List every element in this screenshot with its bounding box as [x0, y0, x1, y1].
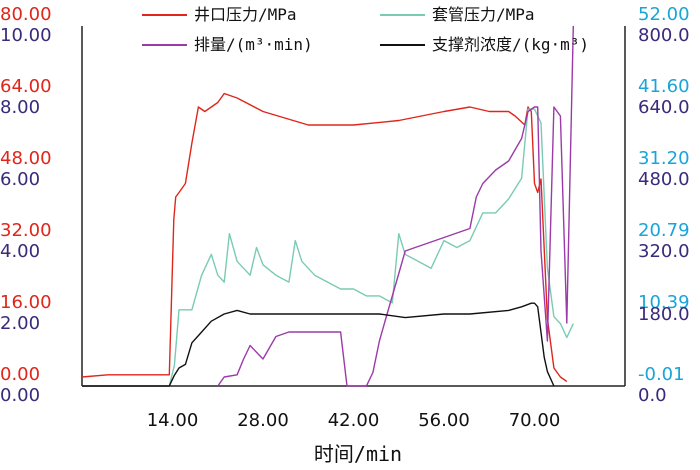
y-tick-label: 640.0: [638, 97, 690, 118]
y-tick-label: 20.79: [638, 220, 690, 241]
x-tick-label: 28.00: [237, 410, 289, 431]
y-tick-label: 320.0: [638, 241, 690, 262]
y-tick-label: 10.00: [0, 25, 52, 46]
y-tick-label: 0.00: [0, 385, 40, 406]
series-line: [82, 108, 574, 387]
axis-lines: [81, 26, 626, 387]
legend-label: 排量/(m³·min): [194, 35, 313, 54]
legend-label: 井口压力/MPa: [194, 5, 297, 24]
y-tick-label: 180.0: [638, 304, 690, 325]
y-tick-label: 10.39: [638, 292, 690, 313]
y-tick-label: 8.00: [0, 97, 40, 118]
y-tick-label: 6.00: [0, 169, 40, 190]
y-tick-label: 0.0: [638, 385, 667, 406]
x-tick-label: 14.00: [147, 410, 199, 431]
y-tick-label: 41.60: [638, 76, 690, 97]
y-tick-label: 32.00: [0, 220, 52, 241]
y-tick-label: 31.20: [638, 148, 690, 169]
x-tick-label: 56.00: [418, 410, 470, 431]
y-tick-label: 16.00: [0, 292, 52, 313]
x-tick-label: 70.00: [509, 410, 561, 431]
y-tick-label: 80.00: [0, 4, 52, 25]
y-tick-label: 48.00: [0, 148, 52, 169]
legend: 井口压力/MPa 套管压力/MPa 排量/(m³·min) 支撑剂浓度/(kg·m³): [142, 5, 589, 54]
series-line: [217, 25, 574, 387]
plot-series: [81, 25, 574, 387]
y-tick-label: -0.01: [638, 364, 685, 385]
y-tick-label: 52.00: [638, 4, 690, 25]
tick-labels: 0.00 16.00 32.00 48.00 64.00 80.00 0.00 2.00 4.0…: [0, 4, 690, 431]
legend-label: 套管压力/MPa: [432, 5, 535, 24]
y-tick-label: 480.0: [638, 169, 690, 190]
y-tick-label: 800.0: [638, 25, 690, 46]
y-tick-label: 2.00: [0, 313, 40, 334]
legend-label: 支撑剂浓度/(kg·m³): [432, 35, 589, 54]
y-tick-label: 4.00: [0, 241, 40, 262]
x-tick-label: 42.00: [328, 410, 380, 431]
y-tick-label: 64.00: [0, 76, 52, 97]
x-axis-title: 时间/min: [314, 442, 402, 466]
y-tick-label: 0.00: [0, 364, 40, 385]
series-line: [81, 92, 568, 383]
series-line: [82, 302, 555, 387]
